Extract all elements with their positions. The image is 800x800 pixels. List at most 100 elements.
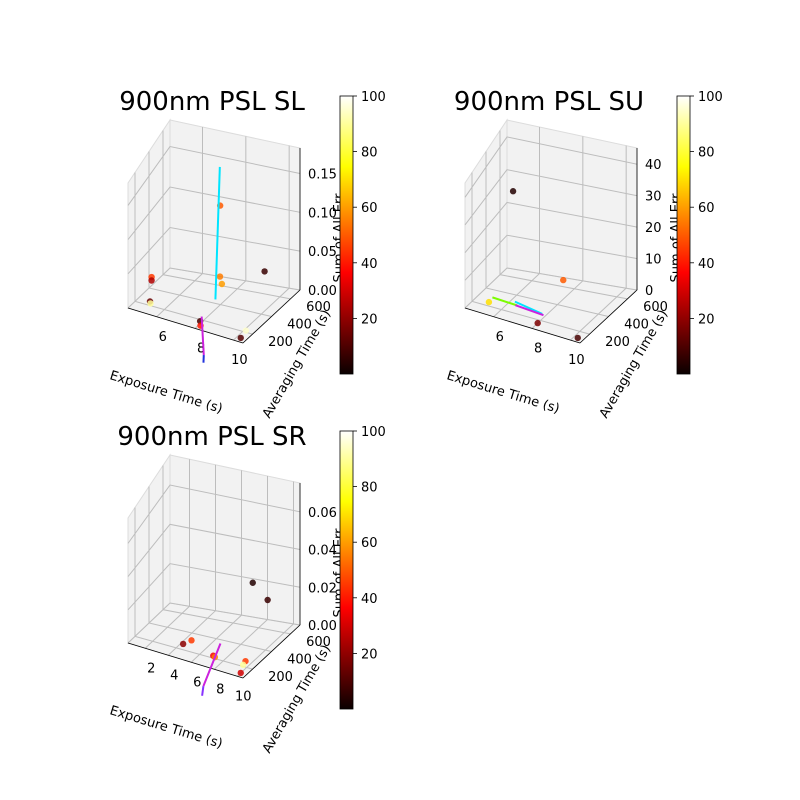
- data-point: [188, 637, 195, 644]
- x-tick-label: 6: [159, 330, 167, 345]
- y-tick-label: 200: [605, 335, 630, 350]
- colorbar-tick-label: 60: [361, 201, 378, 216]
- trend-line: [200, 316, 205, 356]
- x-axis-label: Exposure Time (s): [108, 703, 224, 752]
- z-tick-label: 0.10: [308, 206, 337, 221]
- z-tick-label: 0.02: [308, 581, 337, 596]
- z-tick-label: 0.00: [308, 619, 337, 634]
- z-gridline: [127, 484, 301, 544]
- trend-line: [515, 304, 544, 317]
- y-axis-line: [242, 624, 301, 679]
- back-pane: [169, 119, 301, 291]
- y-tick-label: 600: [643, 300, 668, 315]
- z-tick-label: 40: [645, 158, 662, 173]
- x-axis-line: [464, 307, 581, 344]
- x-tick-label: 2: [147, 661, 155, 676]
- trend-line: [514, 300, 543, 315]
- trend-line: [201, 685, 205, 696]
- trend-line: [202, 643, 222, 687]
- y-axis-line: [242, 289, 301, 344]
- colorbar-tick-label: 100: [361, 90, 386, 105]
- x-axis-line: [127, 642, 244, 679]
- x-tick-label: 6: [496, 330, 504, 345]
- y-tick-label: 400: [624, 318, 649, 333]
- z-gridline: [127, 523, 301, 577]
- x-tick-label: 10: [235, 689, 252, 704]
- x-axis-label: Exposure Time (s): [108, 368, 224, 417]
- z-tick-label: 0.06: [308, 506, 337, 521]
- x-tick-label: 10: [568, 353, 585, 368]
- colorbar-tick-label: 40: [698, 257, 715, 272]
- z-gridline: [127, 267, 301, 309]
- colorbar-tick-label: 20: [361, 647, 378, 662]
- z-gridline: [464, 136, 638, 198]
- x-tick-label: 8: [197, 341, 205, 356]
- colorbar-tick-label: 20: [361, 312, 378, 327]
- data-point: [242, 327, 250, 334]
- z-gridline: [127, 226, 301, 275]
- x-tick-label: 10: [231, 353, 248, 368]
- z-gridline: [464, 234, 638, 281]
- trend-line: [492, 296, 518, 307]
- z-tick-label: 0.00: [308, 284, 337, 299]
- data-point: [148, 277, 155, 284]
- z-tick-label: 0: [645, 284, 653, 299]
- colorbar-tick-label: 80: [361, 146, 378, 161]
- data-point: [249, 579, 256, 586]
- x-tick-label: 8: [216, 682, 224, 697]
- data-point: [239, 661, 247, 669]
- data-point: [534, 319, 541, 327]
- x-axis-line: [127, 307, 244, 344]
- data-point: [237, 669, 244, 677]
- data-point: [147, 300, 154, 307]
- z-gridline: [127, 563, 301, 611]
- colorbar: [676, 95, 691, 375]
- colorbar-tick-label: 60: [698, 201, 715, 216]
- data-point: [485, 298, 493, 306]
- y-axis-line: [579, 289, 638, 344]
- z-tick-label: 30: [645, 190, 662, 205]
- y-tick-label: 600: [306, 635, 331, 650]
- z-tick-label: 0.15: [308, 167, 337, 182]
- z-tick-label: 10: [645, 253, 662, 268]
- z-gridline: [464, 169, 638, 226]
- data-point: [218, 280, 226, 288]
- colorbar-tick-label: 80: [698, 146, 715, 161]
- x-tick-label: 8: [534, 341, 542, 356]
- data-point: [216, 273, 224, 280]
- colorbar-tick-label: 20: [698, 312, 715, 327]
- z-gridline: [464, 267, 638, 309]
- subplot-title: 900nm PSL SR: [117, 422, 306, 452]
- back-pane: [506, 119, 638, 291]
- data-point: [574, 334, 581, 342]
- colorbar-tick-label: 60: [361, 536, 378, 551]
- colorbar: [339, 95, 354, 375]
- z-gridline: [127, 145, 301, 206]
- colorbar-tick-label: 100: [698, 90, 723, 105]
- z-gridline: [127, 602, 301, 644]
- z-tick-label: 20: [645, 221, 662, 236]
- y-tick-label: 400: [287, 318, 312, 333]
- x-tick-label: 6: [193, 675, 201, 690]
- y-tick-label: 600: [306, 300, 331, 315]
- data-point: [560, 276, 567, 284]
- colorbar-tick-label: 100: [361, 425, 386, 440]
- data-point: [261, 268, 268, 275]
- z-tick-label: 0.04: [308, 544, 337, 559]
- y-tick-label: 200: [268, 670, 293, 685]
- subplot-title: 900nm PSL SL: [119, 87, 305, 117]
- colorbar: [339, 430, 354, 710]
- z-gridline: [464, 201, 638, 253]
- data-point: [237, 334, 244, 342]
- trend-line: [214, 166, 221, 300]
- subplot-title: 900nm PSL SU: [454, 87, 644, 117]
- colorbar-tick-label: 80: [361, 481, 378, 496]
- data-point: [264, 596, 271, 604]
- z-gridline: [127, 186, 301, 240]
- data-point: [509, 188, 517, 195]
- y-tick-label: 400: [287, 653, 312, 668]
